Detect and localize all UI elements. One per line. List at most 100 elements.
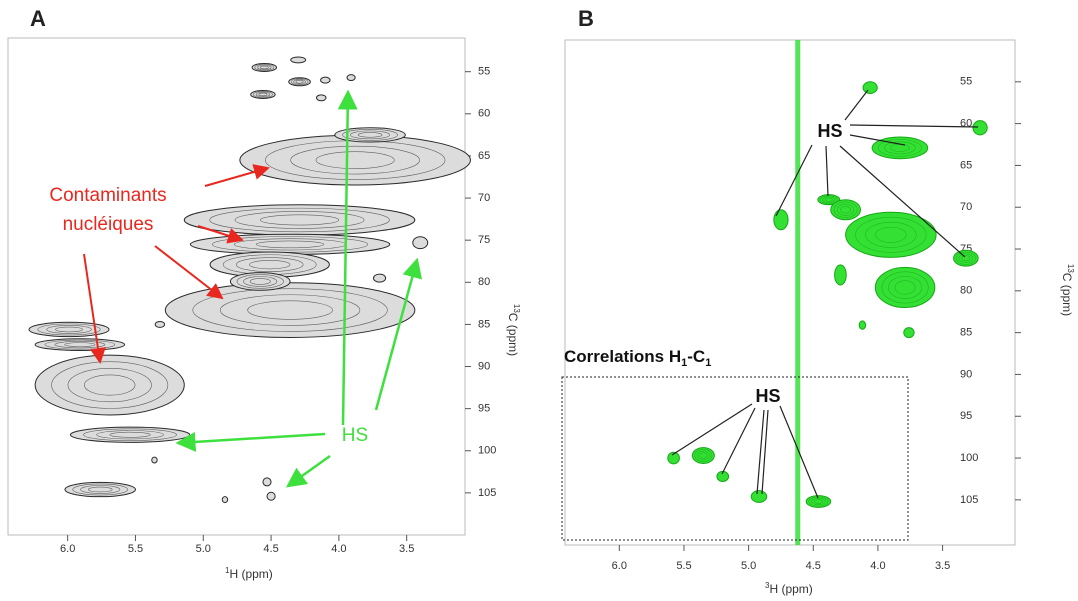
y-tick-label: 75 <box>478 234 490 246</box>
label-part: -C <box>687 347 705 366</box>
sup: 1 <box>225 566 230 575</box>
plots: 6.0 5.5 5.0 4.5 4.0 3.5 55 60 65 70 75 80 85 90 95 100 1… <box>7 37 1021 572</box>
contour-ring <box>44 339 116 350</box>
peak <box>871 136 929 160</box>
contour-ring <box>696 450 710 461</box>
peak <box>953 249 979 267</box>
contour-ring <box>96 430 164 440</box>
peak <box>862 81 878 95</box>
label: C (ppm) <box>506 313 520 356</box>
contour-ring <box>836 203 855 216</box>
contour-ring <box>209 207 390 233</box>
peak <box>154 320 166 328</box>
contour-ring <box>80 485 121 494</box>
contour-ring <box>192 288 388 332</box>
contour-ring <box>257 64 272 71</box>
plot-frame <box>564 39 1016 546</box>
contour-ring <box>290 78 309 86</box>
contour-ring <box>342 128 398 141</box>
peak <box>334 127 406 143</box>
peak <box>251 62 278 72</box>
contour-ring <box>255 240 325 249</box>
contour-ring <box>877 139 922 157</box>
y-tick-label: 55 <box>478 66 490 78</box>
contour-ring <box>249 260 291 270</box>
contour-ring <box>236 274 284 289</box>
plot-frame <box>7 37 466 536</box>
y-tick-label: 95 <box>960 410 972 422</box>
y-tick-label: 60 <box>960 118 972 130</box>
y-tick-label: 65 <box>960 159 972 171</box>
contour-ring <box>253 91 273 98</box>
contour-ring <box>54 341 106 349</box>
contour-ring <box>55 326 83 333</box>
contour-ring <box>694 449 713 463</box>
contour-ring <box>51 361 169 409</box>
contour-ring <box>961 255 971 262</box>
contour-ring <box>833 201 858 218</box>
peak <box>667 451 680 465</box>
contour-ring <box>824 197 833 202</box>
peak <box>346 74 356 82</box>
contour-ring <box>87 486 113 493</box>
y-tick-label: 80 <box>478 276 490 288</box>
peak <box>830 199 861 221</box>
contour-ring <box>249 278 271 285</box>
annotation: HS <box>342 425 368 446</box>
contour-ring <box>64 342 96 347</box>
peak <box>773 209 789 231</box>
contour-ring <box>254 64 275 71</box>
contour-ring <box>290 145 421 175</box>
contour-ring <box>243 276 278 287</box>
peak <box>316 94 327 102</box>
peak <box>239 134 471 186</box>
peak <box>834 264 847 286</box>
y-tick-label: 55 <box>960 76 972 88</box>
peak <box>250 89 276 99</box>
contour-ring <box>37 323 101 336</box>
peak <box>69 426 191 443</box>
contour-ring <box>855 216 927 253</box>
label: H (ppm) <box>769 582 812 596</box>
x-tick-label: 5.5 <box>676 560 691 572</box>
peak <box>412 236 429 250</box>
contour-ring <box>894 280 916 295</box>
x-tick-label: 6.0 <box>612 560 627 572</box>
peak <box>151 456 158 464</box>
annotation: Contaminants <box>49 185 166 206</box>
panel-label: A <box>30 6 46 31</box>
peak <box>903 327 915 339</box>
peak <box>805 495 832 508</box>
contour-ring <box>811 497 826 506</box>
y-tick-label: 90 <box>960 368 972 380</box>
peak <box>266 491 276 501</box>
peak <box>320 76 331 84</box>
label: H (ppm) <box>229 567 272 581</box>
contour-ring <box>819 195 838 204</box>
x-tick-label: 5.0 <box>741 560 756 572</box>
y-tick-label: 85 <box>960 327 972 339</box>
y-tick-label: 105 <box>960 494 978 506</box>
y-tick-label: 60 <box>478 108 490 120</box>
peak <box>972 120 988 136</box>
y-axis-title: 13C (ppm) <box>1060 264 1075 316</box>
x-tick-label: 3.5 <box>399 543 414 555</box>
x-axis-title: 3H (ppm) <box>765 581 813 596</box>
label: C (ppm) <box>1060 273 1074 316</box>
contour-ring <box>255 91 271 97</box>
peak <box>164 282 416 338</box>
peak <box>288 77 311 87</box>
panel-label: B <box>578 6 594 31</box>
y-tick-label: 95 <box>478 403 490 415</box>
contour-ring <box>234 211 365 229</box>
peak <box>858 320 867 330</box>
label-sub: 1 <box>681 357 687 369</box>
contour-ring <box>247 300 333 320</box>
contour-ring <box>699 452 708 459</box>
y-tick-label: 85 <box>478 318 490 330</box>
y-tick-label: 100 <box>478 445 496 457</box>
peak <box>691 447 715 464</box>
contour-ring <box>955 251 976 265</box>
peak <box>229 272 291 291</box>
